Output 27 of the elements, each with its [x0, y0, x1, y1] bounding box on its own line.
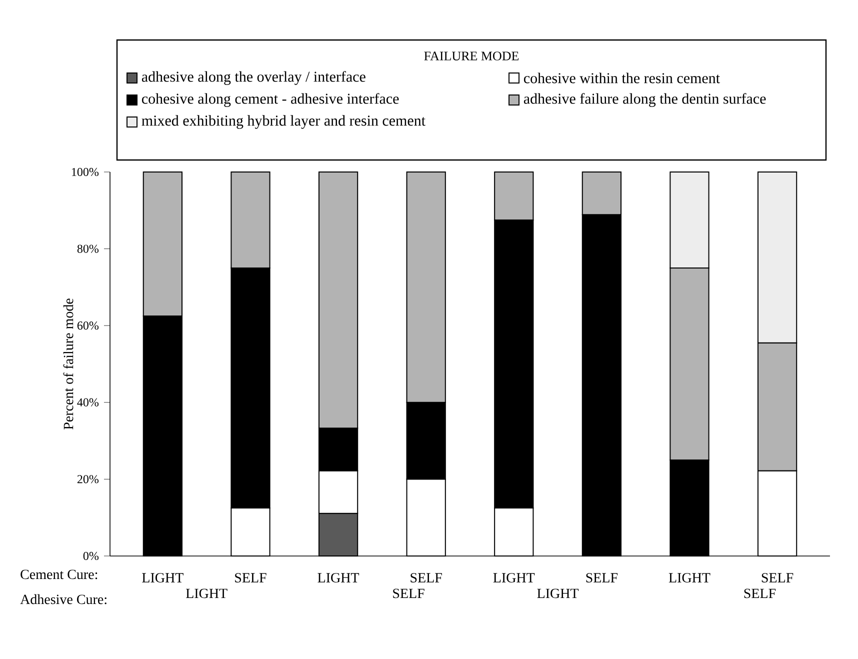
- text: LIGHT: [186, 588, 228, 598]
- x-tick-label: LIGHT: [493, 573, 535, 582]
- legend-label: mixed exhibiting hybrid layer and resin cement: [142, 115, 426, 129]
- y-tick-label: 0%: [83, 552, 99, 560]
- y-tick-label: 80%: [77, 244, 99, 253]
- y-tick-label: 60%: [77, 322, 99, 330]
- text: SELF: [393, 588, 424, 598]
- text: LIGHT: [537, 588, 579, 598]
- x-tick-label: SELF: [762, 573, 794, 582]
- x-tick-label: SELF: [586, 573, 618, 582]
- legend-label: cohesive along cement - adhesive interface: [142, 93, 399, 107]
- x-tick-label: SELF: [410, 573, 442, 582]
- x-tick-label: LIGHT: [318, 573, 360, 582]
- text: SELF: [744, 588, 776, 598]
- legend-label: cohesive within the resin cement: [524, 72, 720, 84]
- x-tick-label: SELF: [235, 573, 266, 582]
- x-tick-label: LIGHT: [142, 573, 184, 582]
- y-tick-label: 40%: [77, 398, 99, 406]
- y-tick-label: 20%: [77, 475, 99, 484]
- y-tick-label: 100%: [72, 168, 99, 176]
- legend-label: adhesive along the overlay / interface: [142, 71, 366, 85]
- y-axis-title: Percent of failure mode: [63, 298, 74, 430]
- x-tick-label: LIGHT: [668, 573, 710, 582]
- text: Cement Cure:: [20, 570, 98, 580]
- legend-label: adhesive failure along the dentin surface: [524, 93, 766, 107]
- legend-title: FAILURE MODE: [424, 52, 519, 60]
- text: Adhesive Cure:: [20, 594, 106, 604]
